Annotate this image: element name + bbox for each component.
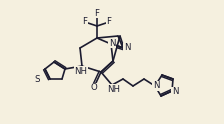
Text: NH: NH bbox=[75, 66, 88, 76]
Text: F: F bbox=[106, 17, 112, 27]
Text: N: N bbox=[124, 44, 130, 52]
Text: N: N bbox=[109, 38, 115, 47]
Text: N: N bbox=[153, 81, 159, 91]
Text: N: N bbox=[172, 88, 178, 96]
Text: O: O bbox=[91, 83, 97, 93]
Text: F: F bbox=[82, 17, 88, 27]
Text: S: S bbox=[34, 75, 40, 83]
Text: F: F bbox=[95, 9, 99, 17]
Text: NH: NH bbox=[108, 84, 121, 93]
